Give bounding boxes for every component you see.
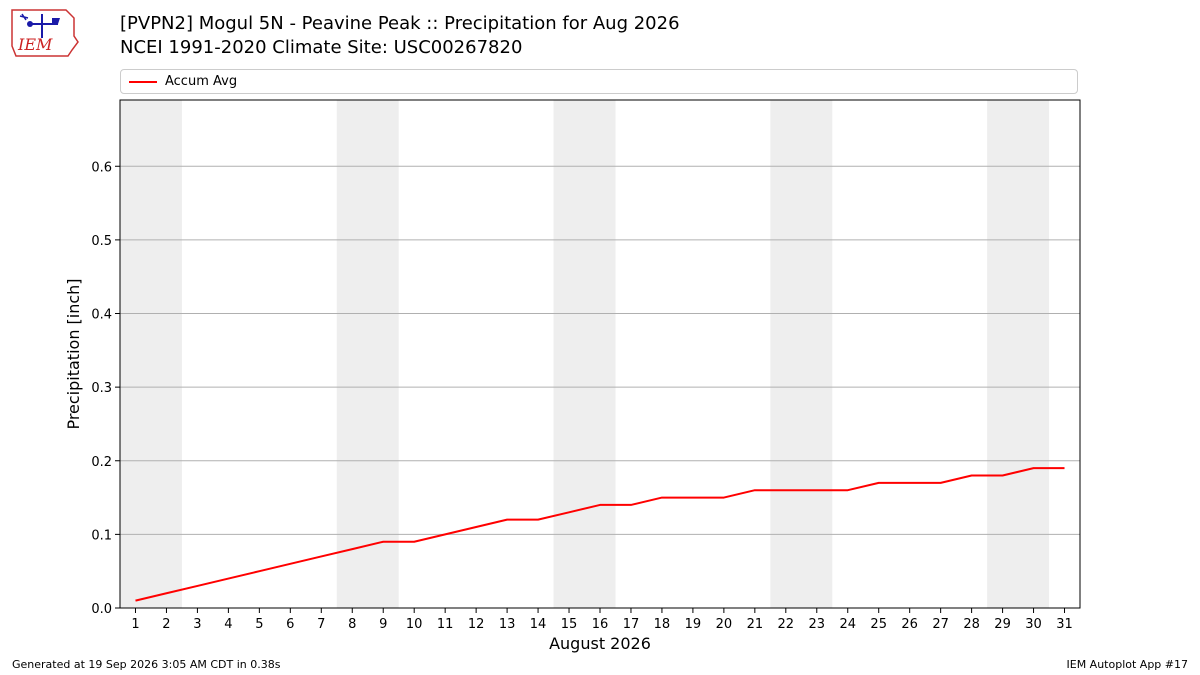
x-tick-label: 28 (963, 617, 980, 632)
x-tick-label: 26 (901, 617, 918, 632)
y-tick-label: 0.4 (91, 308, 112, 323)
weekend-shade-1 (120, 100, 182, 608)
weekend-shade-2 (336, 100, 399, 608)
x-tick-label: 2 (162, 617, 170, 632)
x-tick-label: 16 (592, 617, 609, 632)
x-axis-label: August 2026 (549, 634, 651, 653)
x-tick-label: 10 (406, 617, 423, 632)
series-line-accum-avg (135, 467, 1065, 602)
weekend-shade-3 (553, 100, 616, 608)
x-tick-label: 13 (499, 617, 516, 632)
x-tick-label: 27 (932, 617, 949, 632)
x-tick-label: 24 (839, 617, 856, 632)
x-tick-label: 4 (224, 617, 232, 632)
weekend-shade-5 (987, 100, 1050, 608)
y-tick-label: 0.3 (91, 381, 112, 396)
x-tick-label: 6 (286, 617, 294, 632)
y-tick-label: 0.6 (91, 160, 112, 175)
x-tick-label: 31 (1056, 617, 1073, 632)
y-tick-label: 0.0 (91, 602, 112, 617)
x-tick-label: 19 (685, 617, 702, 632)
x-tick-label: 23 (809, 617, 826, 632)
legend-label-accum-avg: Accum Avg (165, 74, 238, 89)
y-tick-label: 0.1 (91, 528, 112, 543)
x-tick-label: 25 (870, 617, 887, 632)
chart-legend: Accum Avg (120, 69, 1078, 94)
x-tick-label: 12 (468, 617, 485, 632)
x-tick-label: 22 (778, 617, 795, 632)
x-tick-label: 15 (561, 617, 578, 632)
x-tick-label: 7 (317, 617, 325, 632)
app-id: IEM Autoplot App #17 (1066, 658, 1189, 671)
svg-text:IEM: IEM (17, 35, 53, 54)
chart-subtitle: NCEI 1991-2020 Climate Site: USC00267820 (120, 37, 523, 58)
x-tick-label: 14 (530, 617, 547, 632)
x-tick-label: 9 (379, 617, 387, 632)
chart-title: [PVPN2] Mogul 5N - Peavine Peak :: Preci… (120, 13, 680, 34)
plot-frame (119, 99, 1081, 609)
legend-swatch-accum-avg (129, 81, 157, 83)
x-tick-label: 5 (255, 617, 263, 632)
x-tick-label: 21 (747, 617, 764, 632)
x-tick-label: 1 (131, 617, 139, 632)
x-tick-label: 30 (1025, 617, 1042, 632)
y-tick-label: 0.2 (91, 455, 112, 470)
x-tick-label: 3 (193, 617, 201, 632)
iem-logo: IEM (11, 9, 79, 57)
generated-timestamp: Generated at 19 Sep 2026 3:05 AM CDT in … (12, 658, 281, 671)
y-axis-label: Precipitation [inch] (64, 278, 83, 429)
x-tick-label: 18 (654, 617, 671, 632)
weather-station-icon (19, 13, 60, 38)
x-tick-label: 17 (623, 617, 640, 632)
x-tick-label: 11 (437, 617, 454, 632)
x-tick-label: 20 (716, 617, 733, 632)
x-tick-label: 8 (348, 617, 356, 632)
weekend-shade-4 (770, 100, 833, 608)
y-tick-label: 0.5 (91, 234, 112, 249)
x-tick-label: 29 (994, 617, 1011, 632)
